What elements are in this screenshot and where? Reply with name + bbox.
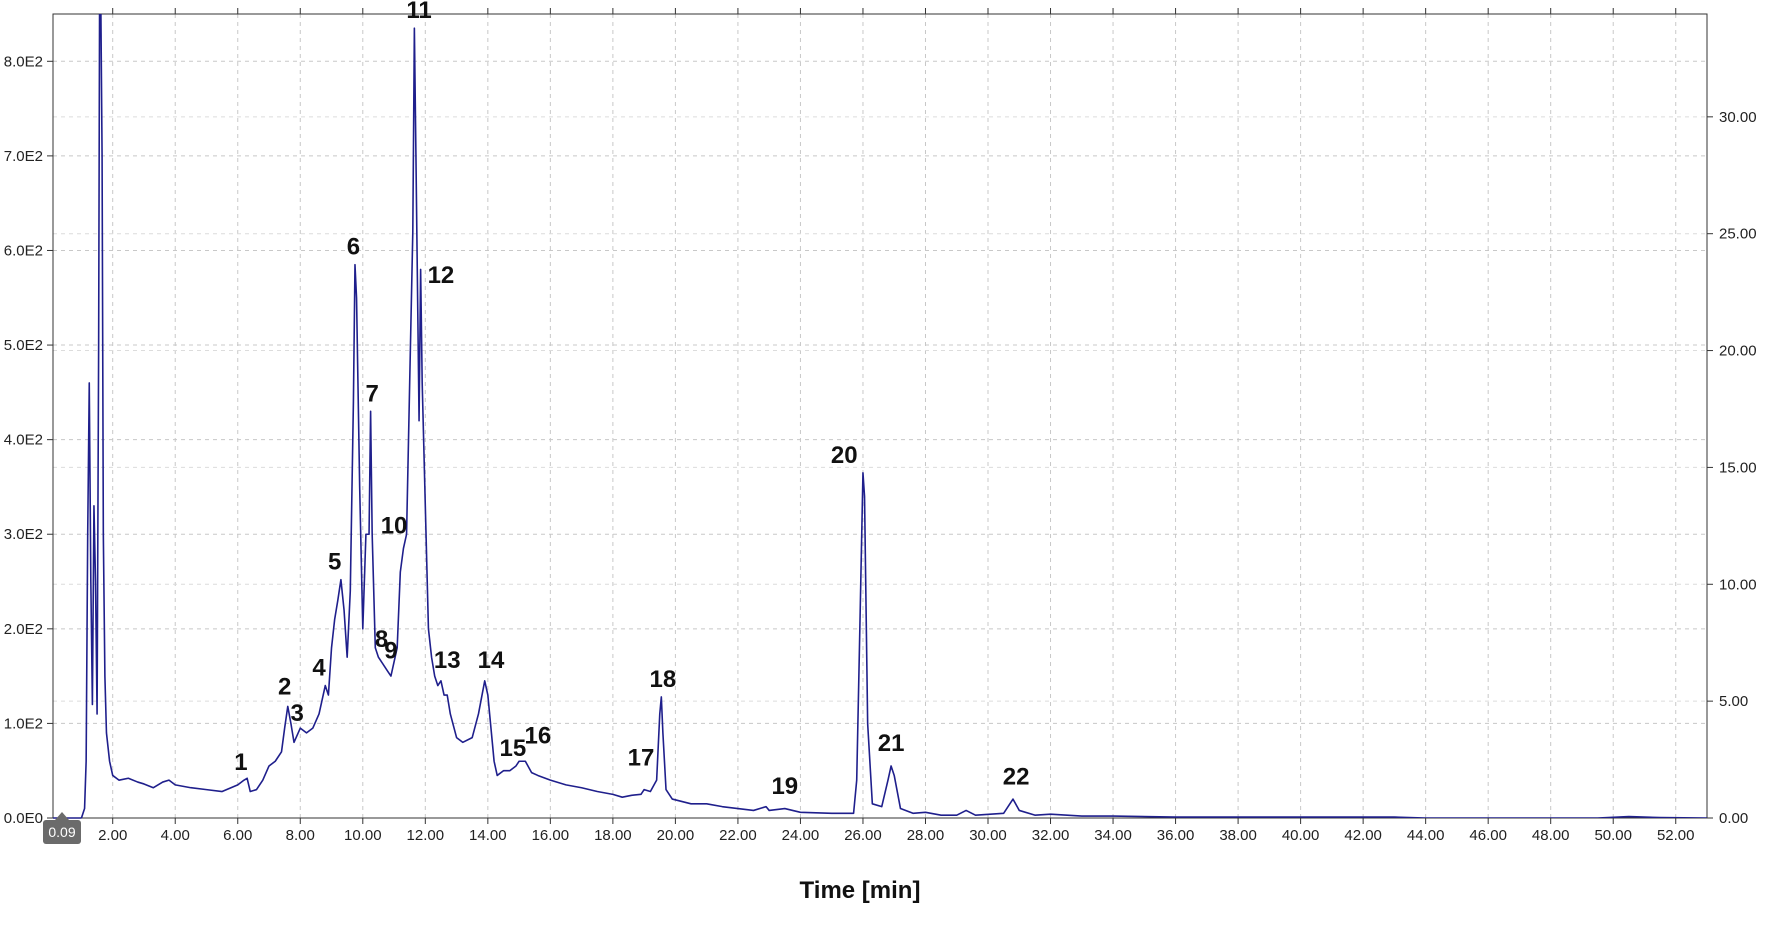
peak-label-17: 17 xyxy=(628,744,655,771)
x-tick-label: 40.00 xyxy=(1282,827,1320,844)
x-axis-title: Time [min] xyxy=(800,877,921,904)
peak-label-21: 21 xyxy=(878,730,905,757)
peak-label-9: 9 xyxy=(384,638,397,665)
x-tick-label: 16.00 xyxy=(532,827,570,844)
peak-label-19: 19 xyxy=(771,773,798,800)
y-tick-label: 4.0E2 xyxy=(4,432,43,449)
x-tick-label: 48.00 xyxy=(1532,827,1570,844)
peak-label-5: 5 xyxy=(328,549,341,576)
peak-label-13: 13 xyxy=(434,647,461,674)
peak-label-4: 4 xyxy=(312,655,326,682)
x-tick-label: 26.00 xyxy=(844,827,882,844)
y-tick-label: 7.0E2 xyxy=(4,148,43,165)
plot-frame xyxy=(52,13,1708,819)
peak-label-20: 20 xyxy=(831,442,858,469)
cursor-value: 0.09 xyxy=(48,824,75,840)
y-tick-label: 3.0E2 xyxy=(4,526,43,543)
peak-label-1: 1 xyxy=(234,749,247,776)
peak-label-2: 2 xyxy=(278,673,291,700)
y-tick-label: 6.0E2 xyxy=(4,242,43,259)
y2-tick-label: 5.00 xyxy=(1719,693,1748,710)
chromatogram-trace-0 xyxy=(80,14,1707,818)
x-tick-label: 2.00 xyxy=(98,827,127,844)
x-tick-label: 42.00 xyxy=(1344,827,1382,844)
x-tick-label: 28.00 xyxy=(907,827,945,844)
x-tick-label: 30.00 xyxy=(969,827,1007,844)
x-tick-label: 34.00 xyxy=(1094,827,1132,844)
x-tick-label: 20.00 xyxy=(657,827,695,844)
y2-tick-label: 20.00 xyxy=(1719,343,1757,360)
peak-label-7: 7 xyxy=(365,380,378,407)
peak-label-3: 3 xyxy=(290,700,303,727)
y2-tick-label: 0.00 xyxy=(1719,810,1748,827)
y2-tick-label: 25.00 xyxy=(1719,226,1757,243)
y-tick-label: 1.0E2 xyxy=(4,715,43,732)
peak-label-11: 11 xyxy=(406,0,431,24)
x-tick-label: 14.00 xyxy=(469,827,507,844)
x-tick-label: 12.00 xyxy=(407,827,445,844)
y-tick-label: 2.0E2 xyxy=(4,621,43,638)
x-tick-label: 46.00 xyxy=(1469,827,1507,844)
peak-label-12: 12 xyxy=(428,262,455,289)
peak-label-8: 8 xyxy=(375,626,388,653)
x-tick-label: 32.00 xyxy=(1032,827,1070,844)
peak-label-16: 16 xyxy=(525,723,552,750)
y-tick-label: 0.0E0 xyxy=(4,810,43,827)
x-tick-label: 24.00 xyxy=(782,827,820,844)
cursor-box xyxy=(43,820,81,844)
x-tick-label: 38.00 xyxy=(1219,827,1257,844)
cursor-marker[interactable]: 0.09 xyxy=(43,812,81,844)
peak-label-18: 18 xyxy=(650,666,677,693)
peak-label-14: 14 xyxy=(478,647,505,674)
peak-label-22: 22 xyxy=(1003,763,1030,790)
peak-label-10: 10 xyxy=(381,513,408,540)
x-tick-label: 22.00 xyxy=(719,827,757,844)
peak-label-6: 6 xyxy=(347,234,360,261)
y-tick-label: 8.0E2 xyxy=(4,53,43,70)
y2-tick-label: 30.00 xyxy=(1719,109,1757,126)
x-tick-label: 4.00 xyxy=(161,827,190,844)
x-tick-label: 52.00 xyxy=(1657,827,1695,844)
x-tick-label: 50.00 xyxy=(1594,827,1632,844)
grid-layer xyxy=(53,14,1707,818)
x-tick-label: 44.00 xyxy=(1407,827,1445,844)
peak-label-15: 15 xyxy=(499,735,526,762)
y2-tick-label: 10.00 xyxy=(1719,576,1757,593)
x-tick-label: 18.00 xyxy=(594,827,632,844)
cursor-pointer xyxy=(55,812,69,820)
x-tick-label: 10.00 xyxy=(344,827,382,844)
series-layer xyxy=(53,14,1707,819)
axis-layer: 2.00 4.00 6.00 8.00 10.00 12.00 14.00 16.00 18.0… xyxy=(4,8,1757,844)
y2-tick-label: 15.00 xyxy=(1719,459,1757,476)
x-tick-label: 6.00 xyxy=(223,827,252,844)
x-tick-label: 36.00 xyxy=(1157,827,1195,844)
y-tick-label: 5.0E2 xyxy=(4,337,43,354)
x-tick-label: 8.00 xyxy=(286,827,315,844)
